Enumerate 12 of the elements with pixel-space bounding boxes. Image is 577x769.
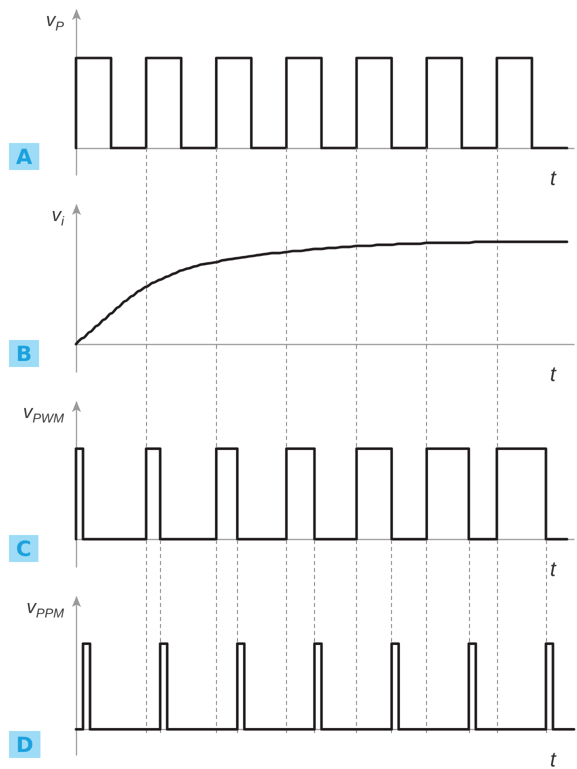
y-axis-title: v$_{i}$ xyxy=(52,205,64,229)
y-axis-title: v$_{PPM}$ xyxy=(26,597,64,621)
x-axis-title: t xyxy=(550,167,557,190)
x-axis-title: t xyxy=(550,748,557,769)
text: C xyxy=(16,537,32,561)
text: B xyxy=(16,342,32,366)
text: A xyxy=(16,145,33,169)
y-axis-title: v$_{PWM}$ xyxy=(22,402,64,426)
x-axis-title: t xyxy=(550,363,557,386)
x-axis-title: t xyxy=(550,558,557,582)
text: D xyxy=(16,733,34,757)
y-axis-title: v$_{P}$ xyxy=(46,10,64,34)
